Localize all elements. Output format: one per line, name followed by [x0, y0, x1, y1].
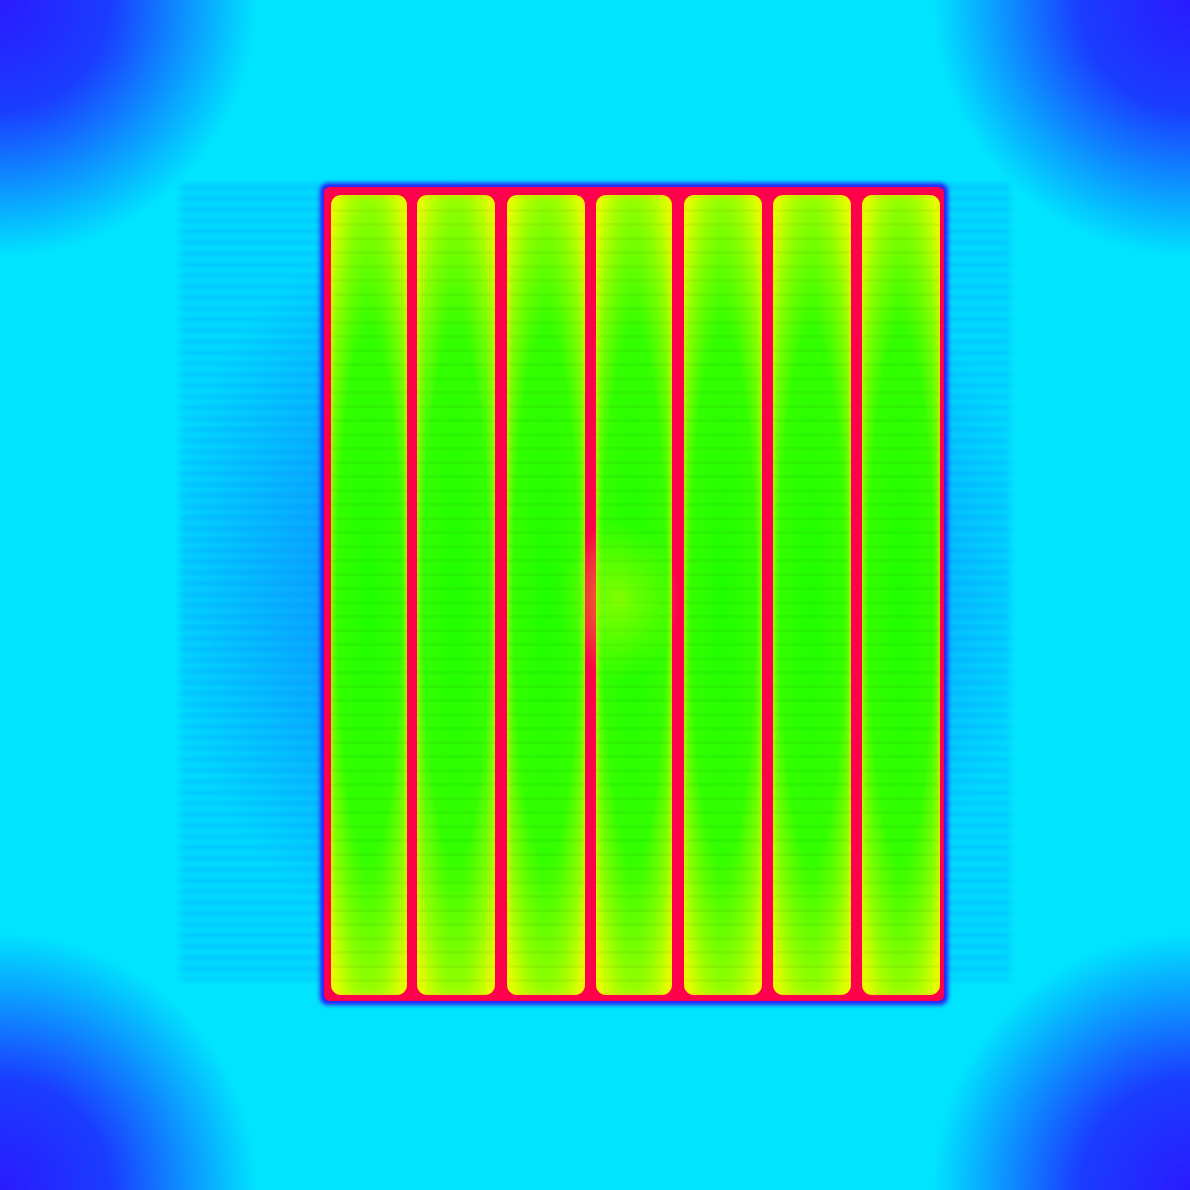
- heat-strip-7: [862, 195, 940, 995]
- heat-strip-4: [596, 195, 672, 995]
- heat-strip-6: [773, 195, 851, 995]
- heat-strip-3: [507, 195, 585, 995]
- heat-strip-1: [331, 195, 407, 995]
- heat-strip-5: [684, 195, 762, 995]
- heat-strip-2: [417, 195, 495, 995]
